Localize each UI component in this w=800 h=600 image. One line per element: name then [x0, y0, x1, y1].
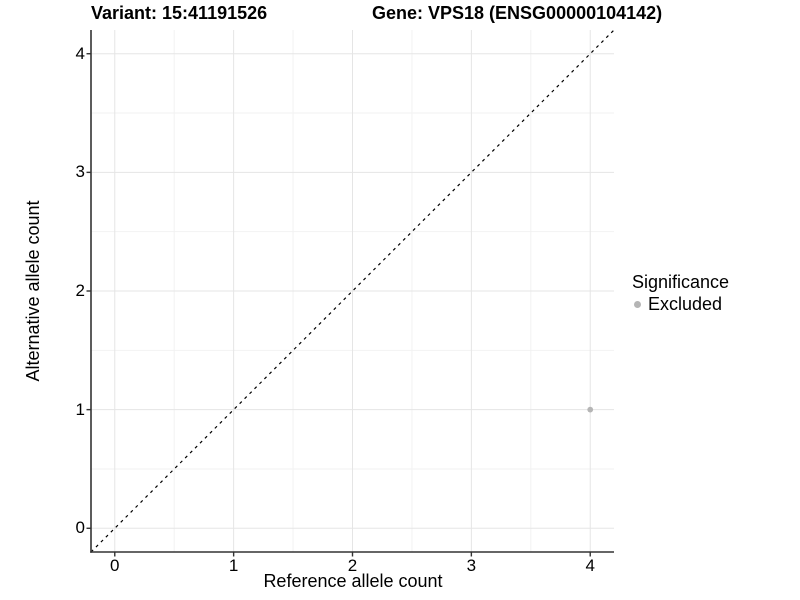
variant-title: Variant: 15:41191526 — [91, 3, 268, 23]
legend-title: Significance — [632, 272, 730, 292]
legend: Significance Excluded — [630, 272, 729, 314]
legend-item-excluded: Excluded — [630, 294, 729, 314]
x-tick-label: 2 — [347, 556, 358, 575]
y-tick-label: 4 — [75, 43, 85, 63]
legend-item-label: Excluded — [648, 294, 723, 314]
y-tick-label: 1 — [75, 399, 85, 419]
x-tick-label: 1 — [228, 556, 239, 575]
x-tick-label: 3 — [466, 556, 477, 575]
x-tick-label: 0 — [110, 556, 120, 575]
excluded-point-swatch — [634, 300, 641, 308]
y-tick-label: 2 — [75, 281, 85, 300]
data-point — [587, 406, 594, 413]
y-tick-label: 0 — [75, 518, 85, 538]
x-axis-title: Reference allele count — [263, 571, 443, 591]
x-tick-label: 4 — [585, 556, 595, 575]
gene-title: Gene: VPS18 (ENSG00000104142) — [372, 3, 663, 23]
y-tick-label: 3 — [75, 162, 85, 182]
